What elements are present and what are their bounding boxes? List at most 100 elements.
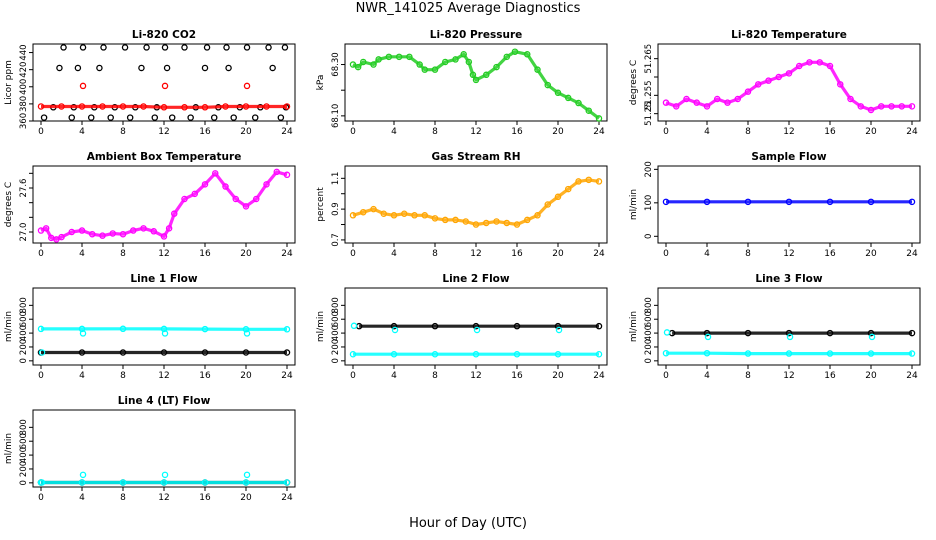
data-point <box>472 350 480 358</box>
data-point <box>421 212 428 219</box>
y-tick-label: 360 <box>19 113 29 129</box>
data-point <box>575 99 582 107</box>
data-point <box>513 350 521 358</box>
x-tick-label: 24 <box>281 127 293 137</box>
x-tick-label: 4 <box>704 249 710 259</box>
data-point <box>160 233 168 240</box>
data-point <box>201 479 209 486</box>
data-point <box>211 170 219 177</box>
data-point <box>223 44 230 51</box>
data-point <box>38 479 46 486</box>
data-point <box>60 44 67 51</box>
data-point <box>673 103 680 110</box>
data-point <box>37 325 45 333</box>
y-tick-label: 400 <box>19 325 29 341</box>
data-point <box>826 62 834 70</box>
y-tick-label: 200 <box>19 461 29 477</box>
data-point <box>908 329 916 337</box>
data-point <box>847 95 854 103</box>
data-point <box>354 63 362 71</box>
y-tick-label: 400 <box>644 325 654 341</box>
data-point <box>165 225 173 232</box>
data-point <box>74 64 82 72</box>
x-tick-label: 24 <box>593 127 605 137</box>
data-point <box>465 58 473 66</box>
data-point <box>473 326 481 334</box>
data-point <box>472 221 480 228</box>
x-tick-label: 16 <box>511 249 523 259</box>
data-point <box>796 62 803 70</box>
x-tick-label: 20 <box>240 493 252 503</box>
y-tick-label: 400 <box>19 447 29 463</box>
x-tick-label: 20 <box>240 249 252 259</box>
y-tick-label: 27.6 <box>19 179 29 198</box>
y-tick-label: 800 <box>19 297 29 313</box>
x-tick-label: 0 <box>350 371 356 381</box>
y-tick-label: 600 <box>644 311 654 327</box>
series-line-flow-alternate <box>662 349 916 357</box>
y-tick-label: 600 <box>19 311 29 327</box>
data-point <box>744 350 752 357</box>
data-point <box>868 333 876 341</box>
data-point <box>201 349 209 356</box>
panel-title: Line 2 Flow <box>442 273 509 285</box>
data-point <box>431 66 439 73</box>
data-point <box>100 44 107 51</box>
data-point <box>744 198 752 206</box>
panel-title: Ambient Box Temperature <box>87 151 242 163</box>
data-point <box>263 103 270 110</box>
data-point <box>857 103 865 110</box>
data-point <box>524 216 531 224</box>
data-point <box>534 66 541 73</box>
y-tick-label: 0 <box>19 480 29 485</box>
data-point <box>161 82 169 90</box>
series-line-flow-alternate <box>37 325 291 333</box>
data-point <box>263 181 270 188</box>
data-point <box>210 114 218 121</box>
figure-title: NWR_141025 Average Diagnostics <box>355 1 581 16</box>
y-tick-label: 420 <box>19 62 29 78</box>
data-point <box>168 114 176 121</box>
data-point <box>150 228 157 235</box>
data-point <box>472 322 480 330</box>
data-point <box>68 114 76 121</box>
x-tick-label: 20 <box>552 127 564 137</box>
data-point <box>826 350 834 357</box>
data-point <box>203 44 211 51</box>
data-point <box>273 168 280 176</box>
data-point <box>898 103 906 110</box>
data-point <box>826 329 834 337</box>
panel-title: Line 1 Flow <box>130 273 197 285</box>
x-tick-label: 4 <box>79 371 85 381</box>
x-tick-label: 0 <box>350 127 356 137</box>
data-point <box>460 51 467 58</box>
data-point <box>349 61 357 68</box>
x-axis-caption: Hour of Day (UTC) <box>409 516 527 531</box>
x-tick-label: 12 <box>158 249 169 259</box>
data-point <box>181 195 188 203</box>
data-point <box>867 350 875 357</box>
panel-sample-flow: Sample Flow 0 4 8 12 16 20 24 0 100 200 ml/min <box>629 151 921 259</box>
x-tick-label: 0 <box>663 371 669 381</box>
data-point <box>252 195 260 203</box>
data-point <box>693 99 701 106</box>
data-point <box>277 114 285 121</box>
x-tick-label: 8 <box>120 371 126 381</box>
data-point <box>765 77 772 84</box>
data-point <box>595 115 603 122</box>
data-point <box>908 350 916 357</box>
series-temperature <box>662 59 916 114</box>
data-point <box>513 221 521 228</box>
data-point <box>119 479 127 486</box>
series-line-flow-excursions <box>38 471 251 486</box>
data-point <box>908 103 916 110</box>
y-tick-label: 440 <box>19 44 29 60</box>
data-point <box>482 71 490 79</box>
data-point <box>283 479 291 486</box>
y-tick-label: 200 <box>644 161 654 177</box>
data-point <box>350 322 358 330</box>
data-point <box>251 114 259 121</box>
